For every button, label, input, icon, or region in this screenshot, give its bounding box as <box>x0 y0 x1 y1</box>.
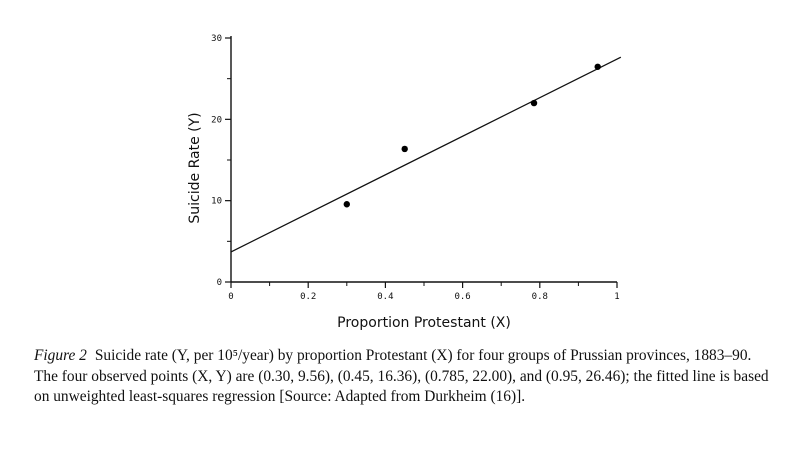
caption-text: Suicide rate (Y, per 10⁵/year) by propor… <box>34 347 769 405</box>
data-point <box>401 145 408 153</box>
x-axis-title: Proportion Protestant (X) <box>337 315 511 331</box>
y-axis-title: Suicide Rate (Y) <box>187 112 203 223</box>
data-point <box>530 99 538 107</box>
data-points <box>343 63 601 208</box>
fit-line-group <box>230 56 622 253</box>
data-point <box>594 63 601 70</box>
x-tick-label: 1 <box>614 292 619 302</box>
y-tick-label: 30 <box>211 34 222 44</box>
x-tick-label: 0.8 <box>532 292 548 302</box>
x-tick-label: 0.4 <box>377 292 393 302</box>
y-tick-label: 0 <box>217 278 222 288</box>
figure-label: Figure 2 <box>34 347 87 364</box>
y-tick-label: 20 <box>211 115 222 125</box>
figure-caption: Figure 2 Suicide rate (Y, per 10⁵/year) b… <box>34 346 774 408</box>
x-tick-label: 0.6 <box>454 292 470 302</box>
x-tick-label: 0 <box>228 292 233 302</box>
y-tick-label: 10 <box>211 197 222 207</box>
fit-line <box>230 56 622 253</box>
data-point <box>343 201 350 208</box>
x-tick-label: 0.2 <box>300 292 316 302</box>
